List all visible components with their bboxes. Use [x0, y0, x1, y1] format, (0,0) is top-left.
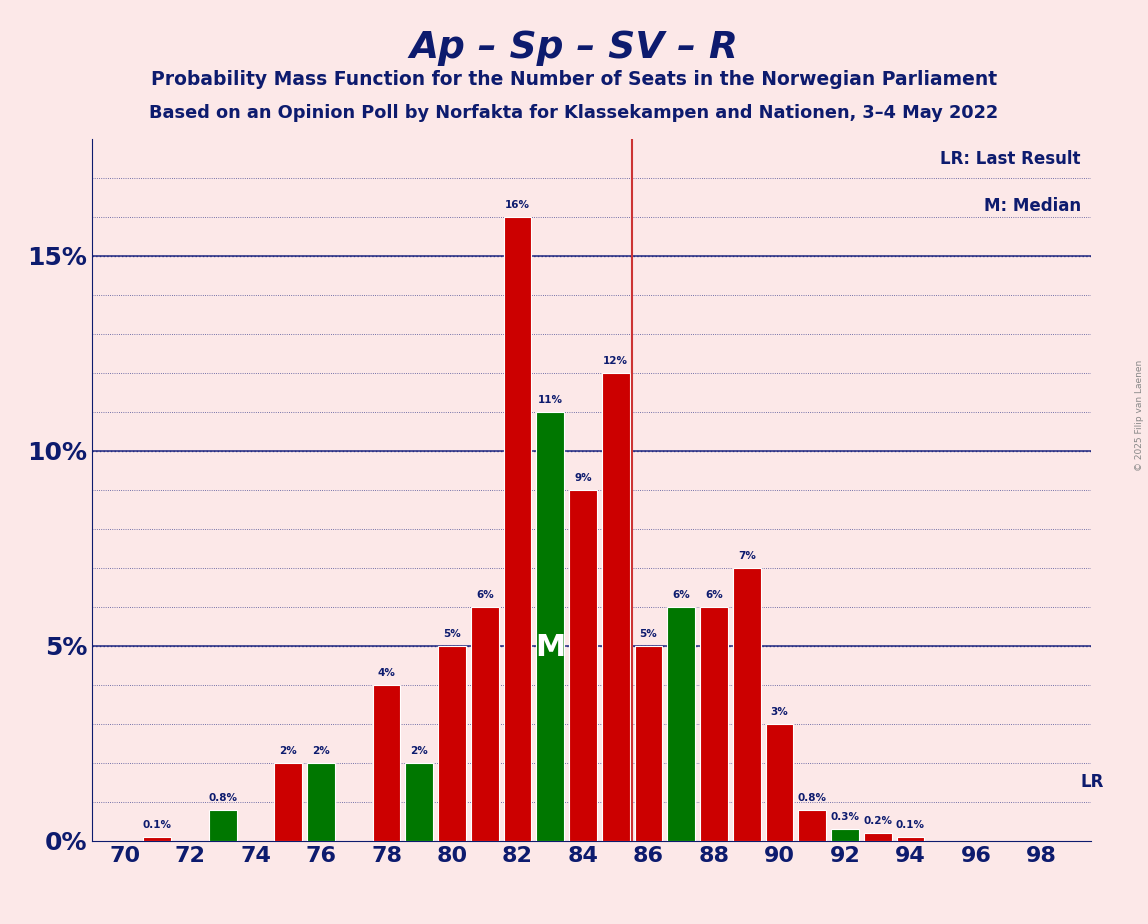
Bar — [569, 490, 597, 841]
Text: LR: LR — [1080, 773, 1104, 791]
Bar — [863, 833, 892, 841]
Text: LR: Last Result: LR: Last Result — [940, 151, 1080, 168]
Text: 7%: 7% — [738, 551, 755, 561]
Text: 0.2%: 0.2% — [863, 816, 892, 826]
Bar — [602, 372, 630, 841]
Text: 5%: 5% — [639, 628, 658, 638]
Text: 4%: 4% — [378, 668, 396, 678]
Text: 0.1%: 0.1% — [142, 820, 172, 830]
Bar — [209, 809, 236, 841]
Text: 0.8%: 0.8% — [208, 793, 238, 803]
Text: Ap – Sp – SV – R: Ap – Sp – SV – R — [410, 30, 738, 66]
Bar — [700, 607, 728, 841]
Text: 2%: 2% — [279, 746, 297, 756]
Text: © 2025 Filip van Laenen: © 2025 Filip van Laenen — [1135, 360, 1145, 471]
Bar — [831, 829, 859, 841]
Bar — [667, 607, 696, 841]
Text: Probability Mass Function for the Number of Seats in the Norwegian Parliament: Probability Mass Function for the Number… — [150, 70, 998, 90]
Bar — [635, 646, 662, 841]
Text: M: Median: M: Median — [984, 197, 1080, 215]
Text: 11%: 11% — [537, 395, 563, 405]
Text: 3%: 3% — [770, 707, 789, 717]
Text: 0.3%: 0.3% — [830, 812, 860, 822]
Text: 5%: 5% — [443, 628, 461, 638]
Text: 9%: 9% — [574, 473, 592, 482]
Bar — [144, 837, 171, 841]
Text: 6%: 6% — [476, 590, 494, 600]
Text: 0.1%: 0.1% — [895, 820, 925, 830]
Text: 6%: 6% — [673, 590, 690, 600]
Text: M: M — [535, 633, 566, 663]
Text: 16%: 16% — [505, 200, 530, 210]
Bar — [798, 809, 827, 841]
Text: 6%: 6% — [705, 590, 723, 600]
Bar — [897, 837, 924, 841]
Bar — [308, 763, 335, 841]
Text: Based on an Opinion Poll by Norfakta for Klassekampen and Nationen, 3–4 May 2022: Based on an Opinion Poll by Norfakta for… — [149, 104, 999, 122]
Bar — [504, 216, 532, 841]
Bar — [471, 607, 498, 841]
Text: 12%: 12% — [604, 356, 628, 366]
Bar — [439, 646, 466, 841]
Text: 2%: 2% — [312, 746, 329, 756]
Bar — [732, 567, 761, 841]
Bar — [766, 723, 793, 841]
Bar — [536, 412, 564, 841]
Text: 0.8%: 0.8% — [798, 793, 827, 803]
Bar — [405, 763, 433, 841]
Text: 2%: 2% — [411, 746, 428, 756]
Bar — [274, 763, 302, 841]
Bar — [373, 685, 401, 841]
